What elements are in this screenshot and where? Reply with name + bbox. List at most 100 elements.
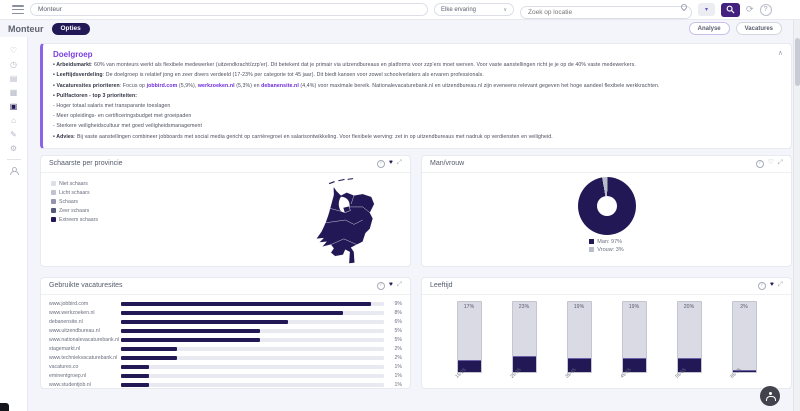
report-icon-active[interactable]: ▣ [9, 101, 18, 111]
quick-action-button[interactable]: ▾ [698, 3, 715, 16]
legend-item: Zeer schaars [51, 208, 98, 214]
sidebar: ♡ ◷ ▤ ▦ ▣ ⌂ ✎ ⚙ [0, 37, 28, 411]
pullfactor-item: - Sterkere veiligheidscultuur met goed v… [53, 123, 203, 130]
favorite-heart-icon[interactable]: ♥ [769, 281, 774, 289]
schaarste-legend: Niet schaars Licht schaars Schaars Zeer … [51, 181, 98, 223]
corner-widget-fragment [0, 403, 9, 411]
favorite-heart-icon[interactable]: ♥ [388, 281, 393, 289]
accessibility-widget-button[interactable] [760, 386, 780, 406]
page-title: Monteur [8, 23, 44, 34]
legend-item: Licht schaars [51, 190, 98, 196]
bar-row[interactable]: www.studentjob.nl 1% [49, 382, 402, 389]
legend-item: Niet schaars [51, 181, 98, 187]
expand-icon[interactable]: ⤢ [777, 281, 783, 289]
profile-user-icon[interactable] [6, 166, 22, 176]
dashboard-grid-icon[interactable]: ▦ [9, 87, 18, 97]
help-icon[interactable]: ? [759, 3, 772, 16]
flevoland-shape [343, 205, 352, 213]
sidebar-divider [6, 159, 21, 160]
expand-icon[interactable]: ⤢ [396, 159, 402, 167]
location-search-input[interactable] [520, 5, 692, 19]
favorite-heart-icon[interactable]: ♥ [388, 159, 393, 167]
leeftijd-panel: Leeftijd i ♥ ⤢ 17% 15-25 23% 25-35 19% 35-4… [421, 276, 792, 389]
home-icon[interactable]: ⌂ [11, 115, 16, 125]
page-scrollbar [793, 20, 800, 411]
opties-button[interactable]: Opties [51, 22, 90, 35]
legend-item: Vrouw: 3% [589, 247, 624, 253]
favorite-heart-icon[interactable]: ♡ [767, 159, 774, 167]
experience-dropdown[interactable]: Elke ervaring ∨ [434, 3, 514, 16]
favorites-heart-icon[interactable]: ♡ [9, 45, 18, 55]
donut-hole [596, 195, 617, 216]
magnifier-icon [726, 5, 735, 14]
search-button[interactable] [721, 2, 740, 17]
link-debanensite[interactable]: debanensite.nl [261, 82, 299, 89]
job-search-input[interactable] [30, 3, 428, 16]
vacaturesites-title: Gebruikte vacaturesites [49, 282, 123, 290]
gender-legend: Man: 97% Vrouw: 3% [589, 239, 624, 253]
bullet-pullfactoren: Pullfactoren - top 3 prioriteiten: [53, 93, 781, 100]
bar-row[interactable]: debanensite.nl 6% [49, 319, 402, 326]
analyse-button[interactable]: Analyse [688, 22, 730, 35]
legend-item: Extreem schaars [51, 217, 98, 223]
person-icon [10, 167, 19, 175]
bullet-leeftijdsverdeling: Leeftijdsverdeling: De doelgroep is rela… [53, 72, 781, 79]
link-werkzoeken[interactable]: werkzoeken.nl [197, 82, 235, 89]
schaarste-title: Schaarste per provincie [49, 160, 123, 168]
netherlands-map[interactable] [309, 175, 382, 265]
age-column[interactable]: 23% 25-35 [510, 300, 537, 388]
pullfactor-item: - Meer opleidings- en certificeringsbudg… [53, 113, 192, 120]
accessibility-person-icon [766, 391, 776, 401]
refresh-icon[interactable]: ⟳ [746, 4, 754, 14]
man-vrouw-title: Man/vrouw [430, 160, 465, 168]
legend-item: Man: 97% [589, 239, 623, 245]
info-icon[interactable]: i [757, 281, 766, 290]
doelgroep-title: Doelgroep [53, 50, 93, 59]
expand-icon[interactable]: ⤢ [396, 281, 402, 289]
top-bar: Elke ervaring ∨ ▾ ⟳ ? [0, 0, 800, 20]
age-column[interactable]: 17% 15-25 [455, 300, 482, 388]
history-clock-icon[interactable]: ◷ [10, 59, 17, 69]
experience-dropdown-value: Elke ervaring [441, 6, 477, 13]
bullet-vacaturesites: Vacaturesites prioriteren: Focus op jobb… [53, 83, 781, 90]
vacaturesites-panel: Gebruikte vacaturesites i ♥ ⤢ www.jobbir… [40, 276, 411, 389]
settings-gear-icon[interactable]: ⚙ [9, 143, 18, 153]
bar-row[interactable]: vacatures.co 1% [49, 364, 402, 371]
doelgroep-panel: ∧ Doelgroep Arbeidsmarkt: 60% van monteu… [40, 43, 792, 149]
age-column[interactable]: 2% 65-75 [730, 300, 757, 388]
hamburger-menu-icon[interactable] [12, 5, 24, 14]
bullet-arbeidsmarkt: Arbeidsmarkt: 60% van monteurs werkt als… [53, 62, 781, 69]
info-icon[interactable]: i [755, 159, 764, 168]
age-column[interactable]: 19% 35-45 [565, 300, 592, 388]
info-icon[interactable]: i [376, 281, 385, 290]
chevron-down-icon: ▾ [704, 7, 708, 13]
bullet-advies: Advies: Bij vaste aanstellingen combinee… [53, 134, 781, 141]
link-jobbird[interactable]: jobbird.com [146, 82, 178, 89]
legend-item: Schaars [51, 199, 98, 205]
collapse-chevron-icon[interactable]: ∧ [777, 50, 783, 57]
age-column[interactable]: 20% 55-65 [675, 300, 702, 388]
bar-row[interactable]: eminentgroep.nl 1% [49, 373, 402, 380]
gender-donut-chart[interactable] [577, 176, 636, 235]
bar-row[interactable]: stagemarkt.nl 2% [49, 346, 402, 353]
age-column-chart: 17% 15-25 23% 25-35 19% 35-45 19% 45-55 20% 5… [422, 295, 791, 388]
expand-icon[interactable]: ⤢ [777, 159, 783, 167]
main-content: ∧ Doelgroep Arbeidsmarkt: 60% van monteu… [28, 37, 800, 411]
bar-row[interactable]: www.jobbird.com 9% [49, 301, 402, 308]
bar-row[interactable]: www.uitzendbureau.nl 5% [49, 328, 402, 335]
sites-bar-chart: www.jobbird.com 9% www.werkzoeken.nl 8% de… [41, 295, 410, 389]
edit-pen-icon[interactable]: ✎ [10, 129, 17, 139]
scrollbar-thumb[interactable] [795, 38, 800, 86]
schaarste-panel: Schaarste per provincie i ♥ ⤢ Niet schaa… [40, 154, 411, 267]
page-header: Monteur Opties Analyse Vacatures [0, 20, 800, 37]
info-icon[interactable]: i [376, 159, 385, 168]
bar-row[interactable]: www.werkzoeken.nl 8% [49, 310, 402, 317]
documents-icon[interactable]: ▤ [9, 73, 18, 83]
leeftijd-title: Leeftijd [430, 282, 453, 290]
age-column[interactable]: 19% 45-55 [620, 300, 647, 388]
bar-row[interactable]: www.nationalevacaturebank.nl 5% [49, 337, 402, 344]
bar-row[interactable]: www.techniekvacaturebank.nl 2% [49, 355, 402, 362]
vacatures-button[interactable]: Vacatures [735, 22, 782, 35]
chevron-down-icon: ∨ [503, 6, 507, 13]
man-vrouw-panel: Man/vrouw i ♡ ⤢ Man: 97% Vrouw: [421, 154, 792, 267]
